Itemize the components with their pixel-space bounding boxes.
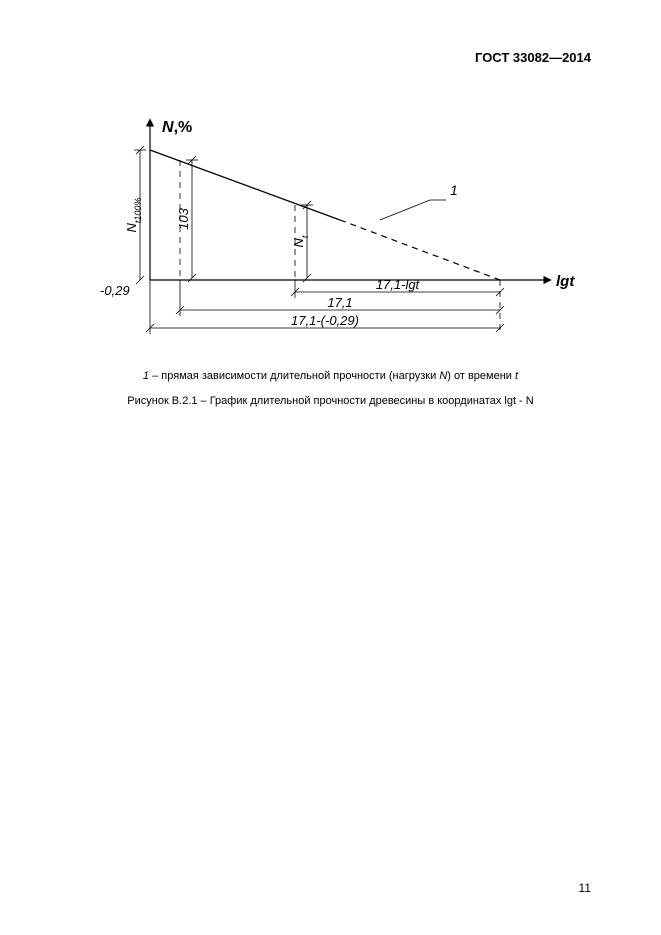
- svg-text:-0,29: -0,29: [100, 283, 130, 298]
- figure-caption: Рисунок В.2.1 – График длительной прочно…: [0, 395, 661, 407]
- svg-text:17,1-lgt: 17,1-lgt: [376, 277, 421, 292]
- svg-text:1: 1: [450, 182, 458, 198]
- page-number: 11: [579, 881, 591, 895]
- page: ГОСТ 33082—2014 N,%lgtNt100%103Nt17,1-lg…: [0, 0, 661, 935]
- document-standard-header: ГОСТ 33082—2014: [475, 50, 591, 65]
- caption-dash: -: [516, 395, 526, 407]
- svg-text:103: 103: [176, 207, 191, 229]
- svg-text:N,%: N,%: [162, 119, 192, 136]
- legend-t: t: [515, 370, 518, 382]
- figure-svg: N,%lgtNt100%103Nt17,1-lgt17,117,1-(-0,29…: [80, 110, 580, 360]
- legend-text-pre: – прямая зависимости длительной прочност…: [149, 370, 439, 382]
- caption-pre: Рисунок В.2.1 – График длительной прочно…: [127, 395, 513, 407]
- legend-text-mid: ) от времени: [447, 370, 515, 382]
- svg-text:17,1: 17,1: [327, 295, 352, 310]
- figure-graph: N,%lgtNt100%103Nt17,1-lgt17,117,1-(-0,29…: [80, 110, 580, 360]
- caption-N: N: [526, 395, 534, 407]
- figure-legend: 1 – прямая зависимости длительной прочно…: [0, 370, 661, 382]
- svg-text:17,1-(-0,29): 17,1-(-0,29): [291, 313, 359, 328]
- svg-text:lgt: lgt: [556, 273, 575, 290]
